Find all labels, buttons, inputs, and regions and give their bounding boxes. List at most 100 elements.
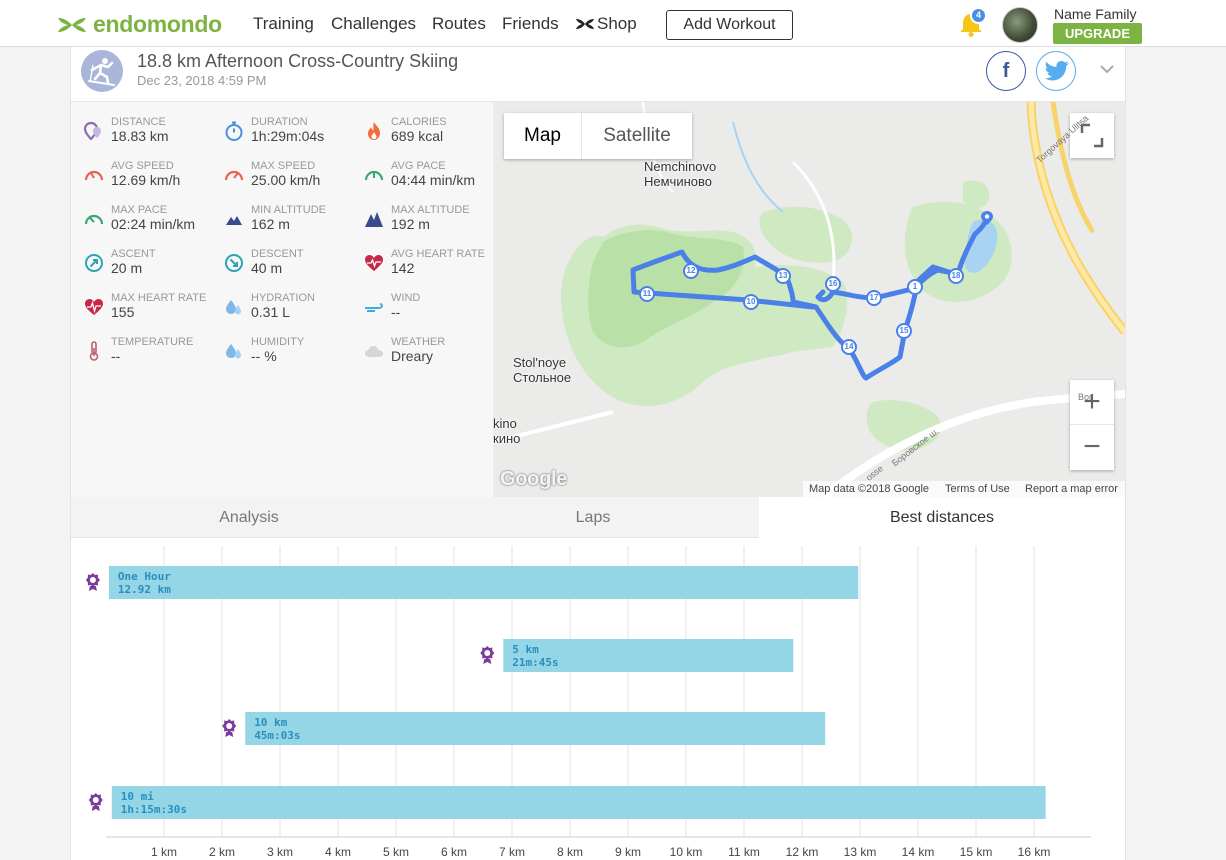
best-distance-bar: [503, 639, 794, 672]
stat-min-altitude: MIN ALTITUDE 162 m: [223, 204, 363, 244]
x-tick-label: 10 km: [670, 845, 703, 859]
map-report-link[interactable]: Report a map error: [1025, 483, 1118, 495]
x-tick-label: 8 km: [557, 845, 583, 859]
route-waypoint-marker[interactable]: 1: [907, 279, 923, 295]
x-tick-label: 4 km: [325, 845, 351, 859]
stat-label: WEATHER: [391, 336, 446, 348]
nav-shop[interactable]: Shop: [597, 14, 637, 33]
stat-max-pace: MAX PACE 02:24 min/km: [83, 204, 223, 244]
stat-duration: DURATION 1h:29m:04s: [223, 116, 363, 156]
stat-label: AVG SPEED: [111, 160, 174, 172]
map-type-satellite-button[interactable]: Satellite: [603, 125, 671, 146]
fullscreen-icon[interactable]: [1070, 113, 1114, 158]
tab-analysis[interactable]: Analysis: [219, 509, 279, 526]
map-street-label: Bor: [1078, 392, 1093, 402]
stat-label: CALORIES: [391, 116, 447, 128]
route-waypoint-marker[interactable]: 16: [825, 276, 841, 292]
map-tiles: [493, 102, 1125, 497]
stat-value: 18.83 km: [111, 128, 169, 144]
medal-icon: [85, 573, 100, 591]
heart-icon: [365, 255, 383, 271]
medal-icon: [88, 793, 103, 811]
stat-max-heart-rate: MAX HEART RATE 155: [83, 292, 223, 332]
x-tick-label: 13 km: [844, 845, 877, 859]
nav-friends[interactable]: Friends: [502, 14, 559, 33]
tab-best-distances[interactable]: Best distances: [759, 497, 1125, 538]
x-tick-label: 12 km: [786, 845, 819, 859]
twitter-share-icon[interactable]: [1036, 51, 1076, 91]
route-map[interactable]: Map Satellite + − Nemchinovo Немчиново S…: [493, 102, 1125, 497]
stat-value: 12.69 km/h: [111, 172, 181, 188]
route-waypoint-marker[interactable]: 14: [841, 339, 857, 355]
x-tick-label: 3 km: [267, 845, 293, 859]
tab-laps[interactable]: Laps: [575, 509, 611, 526]
stopwatch-icon: [225, 121, 243, 141]
facebook-share-icon[interactable]: f: [986, 51, 1026, 91]
stat-label: DISTANCE: [111, 116, 166, 128]
route-waypoint-marker[interactable]: 10: [743, 294, 759, 310]
stat-value: 155: [111, 304, 135, 320]
best-distances-svg: 1 km 2 km 3 km 4 km 5 km 6 km 7 km 8 km 9 km 10 k…: [85, 546, 1091, 859]
stat-avg-speed: AVG SPEED 12.69 km/h: [83, 160, 223, 200]
map-type-map-button[interactable]: Map: [504, 113, 582, 159]
stat-label: MAX PACE: [111, 204, 168, 216]
add-workout-button[interactable]: Add Workout: [666, 10, 793, 40]
stat-value: 40 m: [251, 260, 283, 276]
x-tick-label: 14 km: [902, 845, 935, 859]
speedometer-icon: [84, 170, 104, 181]
map-terms-link[interactable]: Terms of Use: [945, 483, 1010, 495]
stat-value: 192 m: [391, 216, 430, 232]
chevron-down-icon[interactable]: [1099, 63, 1115, 75]
route-waypoint-marker[interactable]: 17: [866, 290, 882, 306]
notification-count-badge: 4: [970, 7, 987, 24]
stat-wind: WIND --: [363, 292, 503, 332]
humidity-drops-icon: [226, 344, 241, 359]
bar-name-label: One Hour: [118, 570, 171, 583]
pace-gauge-icon: [364, 170, 384, 181]
zoom-in-button[interactable]: +: [1070, 380, 1114, 425]
stat-value: 0.31 L: [251, 304, 290, 320]
route-waypoint-marker[interactable]: 11: [639, 286, 655, 302]
ascent-icon: [85, 254, 103, 272]
user-avatar[interactable]: [1002, 7, 1038, 43]
stat-label: AVG HEART RATE: [391, 248, 485, 260]
route-waypoint-marker[interactable]: 12: [683, 263, 699, 279]
stat-value: --: [391, 304, 401, 320]
route-waypoint-marker[interactable]: 15: [896, 323, 912, 339]
map-place-label: Nemchinovo Немчиново: [644, 159, 717, 189]
user-name[interactable]: Name Family: [1054, 6, 1137, 22]
map-place-label: Stol'noye Стольное: [513, 355, 572, 385]
best-distance-bar: [245, 712, 826, 745]
route-end-marker-icon[interactable]: [979, 210, 995, 226]
upgrade-button[interactable]: UPGRADE: [1053, 23, 1142, 44]
zoom-out-button[interactable]: −: [1083, 430, 1101, 463]
stat-max-speed: MAX SPEED 25.00 km/h: [223, 160, 363, 200]
map-data-credit: Map data ©2018 Google: [809, 483, 930, 495]
workout-title: 18.8 km Afternoon Cross-Country Skiing: [137, 51, 459, 71]
mountain-icon: [365, 212, 383, 227]
x-tick-label: 9 km: [615, 845, 641, 859]
stat-label: MAX HEART RATE: [111, 292, 207, 304]
route-waypoint-marker[interactable]: 18: [948, 268, 964, 284]
thermometer-icon: [89, 341, 99, 361]
x-tick-label: 16 km: [1018, 845, 1051, 859]
stat-label: MIN ALTITUDE: [251, 204, 326, 216]
best-distance-bar: [108, 566, 859, 599]
zoom-controls: + −: [1070, 380, 1114, 470]
stat-avg-pace: AVG PACE 04:44 min/km: [363, 160, 503, 200]
wind-icon: [365, 303, 384, 312]
location-pin-icon: [83, 121, 101, 141]
nav-challenges[interactable]: Challenges: [331, 14, 417, 33]
stat-humidity: HUMIDITY -- %: [223, 336, 363, 376]
descent-icon: [225, 254, 243, 272]
stat-value: 689 kcal: [391, 128, 444, 144]
x-tick-label: 5 km: [383, 845, 409, 859]
nav-routes[interactable]: Routes: [432, 14, 486, 33]
stat-label: MAX ALTITUDE: [391, 204, 470, 216]
route-waypoint-marker[interactable]: 13: [775, 268, 791, 284]
nav-training[interactable]: Training: [253, 14, 314, 33]
endomondo-logo[interactable]: endomondo: [56, 11, 222, 38]
stat-value: 1h:29m:04s: [251, 128, 325, 144]
stat-value: Dreary: [391, 348, 434, 364]
stat-label: TEMPERATURE: [111, 336, 194, 348]
